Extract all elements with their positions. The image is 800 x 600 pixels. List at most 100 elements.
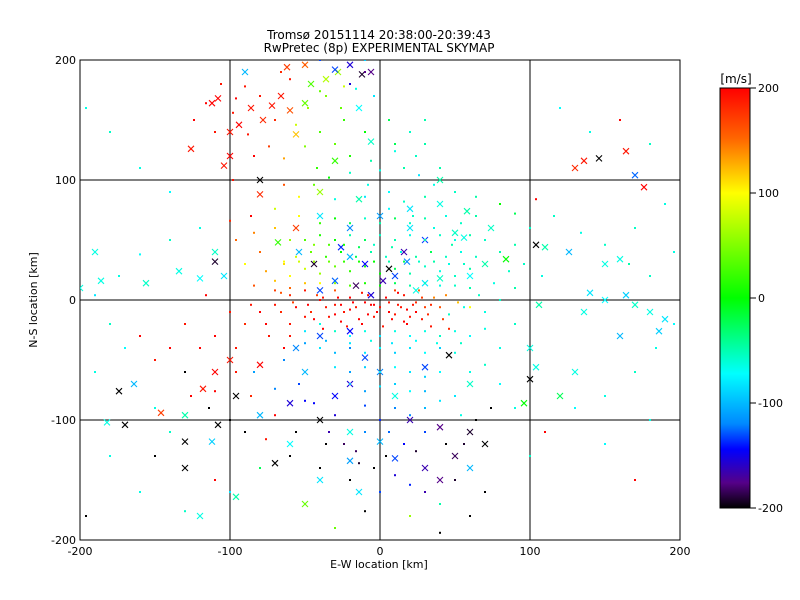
scatter-point-dot xyxy=(343,260,345,263)
scatter-point-dot xyxy=(295,431,297,433)
scatter-point-dot xyxy=(304,282,306,285)
scatter-point-dot xyxy=(433,296,435,299)
y-tick-label: 200 xyxy=(55,54,76,67)
scatter-point-dot xyxy=(388,311,390,313)
scatter-point-dot xyxy=(370,251,372,253)
scatter-point-dot xyxy=(214,335,216,337)
scatter-point-dot xyxy=(460,414,462,417)
scatter-point-cross xyxy=(175,267,183,275)
scatter-point-dot xyxy=(334,282,336,285)
scatter-point-dot xyxy=(205,294,207,297)
scatter-point-cross xyxy=(352,282,360,289)
scatter-point-dot xyxy=(208,407,210,409)
scatter-point-dot xyxy=(259,95,261,97)
scatter-point-dot xyxy=(298,215,300,217)
scatter-point-dot xyxy=(379,385,381,388)
scatter-point-dot xyxy=(634,371,636,373)
scatter-point-dot xyxy=(304,289,306,292)
scatter-point-dot xyxy=(424,217,426,220)
scatter-point-dot xyxy=(370,303,372,306)
scatter-point-dot xyxy=(364,195,366,198)
scatter-point-dot xyxy=(190,395,192,397)
scatter-point-dot xyxy=(319,234,321,237)
scatter-point-dot xyxy=(394,150,396,153)
scatter-point-dot xyxy=(310,251,312,253)
scatter-point-dot xyxy=(280,311,282,313)
scatter-point-dot xyxy=(364,390,366,393)
scatter-point-cross xyxy=(283,63,291,71)
scatter-point-dot xyxy=(424,330,426,333)
scatter-point-dot xyxy=(664,203,666,205)
scatter-point-dot xyxy=(367,313,369,316)
scatter-point-dot xyxy=(379,272,381,275)
scatter-point-cross xyxy=(355,195,363,203)
scatter-point-dot xyxy=(280,71,282,73)
scatter-point-cross xyxy=(586,289,594,297)
scatter-point-dot xyxy=(634,479,636,481)
scatter-point-cross xyxy=(295,248,303,256)
scatter-point-dot xyxy=(454,351,456,354)
scatter-point-dot xyxy=(247,133,249,136)
scatter-point-dot xyxy=(328,243,330,246)
scatter-point-dot xyxy=(349,270,351,273)
scatter-point-dot xyxy=(454,191,456,193)
scatter-point-dot xyxy=(304,63,306,66)
scatter-point-dot xyxy=(514,323,516,325)
scatter-point-cross xyxy=(346,457,354,465)
scatter-point-cross xyxy=(616,332,624,340)
scatter-point-dot xyxy=(280,291,282,294)
scatter-point-dot xyxy=(412,303,414,306)
scatter-point-cross xyxy=(241,68,249,76)
scatter-point-dot xyxy=(382,325,384,328)
scatter-point-dot xyxy=(307,107,309,109)
scatter-point-dot xyxy=(469,234,471,237)
scatter-point-cross xyxy=(292,344,300,352)
scatter-point-dot xyxy=(289,294,291,297)
scatter-point-cross xyxy=(226,356,234,364)
scatter-point-dot xyxy=(418,260,420,263)
scatter-point-dot xyxy=(388,119,390,121)
scatter-point-dot xyxy=(439,503,441,505)
scatter-point-dot xyxy=(463,306,465,309)
scatter-point-cross xyxy=(286,440,294,448)
scatter-point-cross xyxy=(436,176,444,184)
scatter-point-dot xyxy=(85,515,87,517)
scatter-point-dot xyxy=(394,313,396,316)
scatter-point-dot xyxy=(424,491,426,493)
scatter-point-cross xyxy=(436,200,444,208)
scatter-point-cross xyxy=(220,162,228,169)
scatter-point-cross xyxy=(256,191,264,198)
scatter-point-dot xyxy=(313,402,315,405)
scatter-point-dot xyxy=(409,347,411,349)
scatter-point-dot xyxy=(274,387,276,390)
scatter-point-dot xyxy=(313,183,315,186)
scatter-point-cross xyxy=(376,438,384,445)
scatter-point-cross xyxy=(271,459,279,467)
scatter-point-cross xyxy=(211,248,219,256)
scatter-point-dot xyxy=(427,313,429,316)
scatter-point-dot xyxy=(355,306,357,309)
scatter-point-dot xyxy=(358,462,360,465)
scatter-point-dot xyxy=(403,294,405,297)
scatter-point-cross xyxy=(661,315,669,323)
scatter-point-dot xyxy=(475,255,477,258)
scatter-point-dot xyxy=(94,371,96,373)
scatter-point-dot xyxy=(334,313,336,316)
scatter-point-dot xyxy=(319,347,321,349)
scatter-point-dot xyxy=(259,251,261,253)
scatter-point-cross xyxy=(421,363,429,371)
scatter-point-dot xyxy=(319,90,321,93)
scatter-point-dot xyxy=(469,335,471,337)
scatter-point-dot xyxy=(454,479,456,481)
scatter-point-dot xyxy=(559,107,561,109)
scatter-point-dot xyxy=(235,97,237,100)
scatter-point-dot xyxy=(379,234,381,237)
scatter-point-dot xyxy=(484,311,486,313)
scatter-point-dot xyxy=(370,339,372,342)
scatter-point-dot xyxy=(541,275,543,277)
scatter-point-dot xyxy=(355,450,357,453)
scatter-point-dot xyxy=(379,284,381,287)
scatter-point-dot xyxy=(430,251,432,253)
scatter-point-dot xyxy=(289,335,291,337)
x-tick-label: 200 xyxy=(670,545,691,558)
